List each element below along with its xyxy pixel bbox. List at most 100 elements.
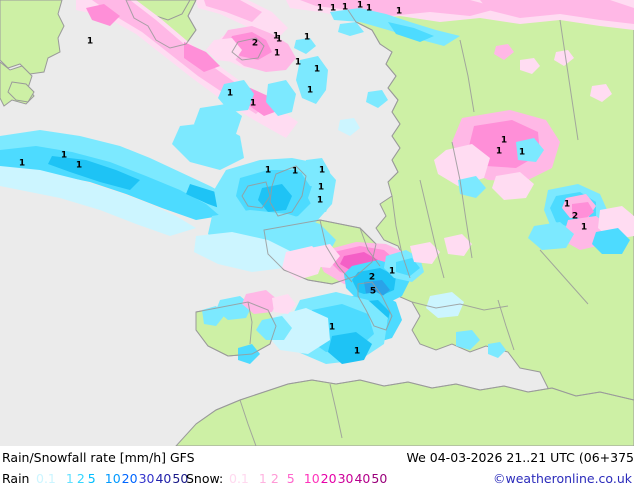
scale-step[interactable]: 40 (354, 471, 371, 486)
rain-streak-iceland-south (218, 80, 254, 112)
border-poland-east (419, 179, 445, 279)
precip-value-label: 1 (388, 266, 396, 277)
coast-north-africa (195, 379, 634, 425)
coast-norway (347, 9, 401, 183)
scale-step[interactable]: 1 (258, 471, 267, 486)
map-canvas (0, 0, 634, 446)
scale-step[interactable]: 2 (76, 471, 85, 486)
rain-spot-iceland-ne (294, 38, 316, 54)
border-france-east (319, 219, 353, 283)
snow-france-east (282, 246, 324, 280)
precip-value-label: 1 (75, 160, 83, 171)
coast-ireland (241, 181, 271, 209)
border-libya-egypt (329, 383, 343, 439)
rain-color-scale[interactable]: 0.1 1 2 5 1020304050 (36, 469, 188, 488)
precip-value-label: 1 (518, 147, 526, 158)
snow-band-top-core (300, 0, 500, 16)
forecast-datetime: We 04-03-2026 21..21 UTC (06+375 (406, 450, 634, 465)
border-portugal (247, 301, 253, 345)
rain-strip-norwegian-core (388, 22, 434, 42)
scale-step[interactable]: 0.1 (36, 471, 56, 486)
precip-value-label: 1 (18, 158, 26, 169)
precip-value-label: 1 (303, 32, 311, 43)
scale-step[interactable]: 30 (337, 471, 354, 486)
snow-band-na-core (92, 0, 266, 114)
precip-value-label: 1 (275, 34, 283, 45)
snow-eastern-europe (434, 110, 560, 200)
coast-iceland (231, 37, 265, 61)
snow-spot-russia-b (554, 50, 574, 66)
precip-value-label: 1 (341, 2, 349, 13)
snow-legend-label: Snow: (186, 471, 224, 486)
precip-value-label: 1 (329, 3, 337, 14)
border-algeria-libya (239, 399, 257, 446)
rain-spot-baltic (366, 90, 388, 108)
rain-patch-northatlantic (172, 122, 244, 170)
snow-ukraine-south (492, 172, 534, 200)
rain-ukraine-spot (516, 138, 544, 162)
snow-band-top-core-east (480, 0, 634, 24)
footer-row-title: Rain/Snowfall rate [mm/h] GFS We 04-03-2… (0, 448, 634, 467)
precip-norwegian-sea (286, 0, 634, 46)
snow-caucasus-core (572, 202, 594, 220)
precip-value-label: 5 (369, 286, 377, 297)
snow-norway-edge (206, 38, 242, 62)
scale-step[interactable]: 20 (320, 471, 337, 486)
land-newfoundland (7, 81, 35, 103)
precip-balkans (410, 234, 506, 358)
scale-step[interactable]: 40 (155, 471, 172, 486)
scale-step[interactable]: 50 (371, 471, 388, 486)
snow-carpathians (444, 234, 472, 256)
border-balkans (411, 301, 509, 311)
precip-value-label: 1 (356, 0, 364, 11)
coast-france (263, 219, 377, 285)
precip-value-label: 1 (291, 166, 299, 177)
scale-step[interactable]: 50 (172, 471, 189, 486)
snow-spot-russia-c (494, 44, 514, 60)
rain-moldova-spot (458, 176, 486, 198)
precip-value-label: 1 (313, 64, 321, 75)
precip-value-label: 1 (316, 3, 324, 14)
snow-ukraine-sw (434, 144, 490, 186)
scale-step[interactable]: 30 (138, 471, 155, 486)
scale-step[interactable]: 2 (270, 471, 279, 486)
coastline-overlay (125, 0, 634, 446)
rain-balkans (426, 292, 464, 318)
scale-step[interactable]: 10 (104, 471, 121, 486)
snow-austria (410, 242, 440, 264)
rain-bi-heavy (258, 184, 292, 212)
footer-row-legend: Rain 0.1 1 2 5 1020304050 Snow: 0.1 1 2 5 102030… (0, 469, 634, 488)
border-germany-west (359, 227, 381, 267)
snow-color-scale[interactable]: 0.1 1 2 5 1020304050 (229, 469, 387, 488)
snow-spot-russia-d (590, 84, 612, 102)
precip-value-label: 1 (580, 222, 588, 233)
precip-value-label: 1 (317, 182, 325, 193)
snow-iberia-ne (272, 294, 296, 314)
precipitation-layer (0, 0, 634, 364)
scale-step[interactable]: 0.1 (229, 471, 249, 486)
precip-value-label: 1 (60, 150, 68, 161)
coast-greenland (125, 0, 197, 49)
snow-iberia-north (242, 290, 278, 314)
precip-alps-italy (266, 242, 424, 364)
scale-step[interactable]: 10 (303, 471, 320, 486)
scale-step[interactable]: 5 (286, 471, 295, 486)
precip-value-label: 2 (251, 38, 259, 49)
rain-legend-label: Rain (2, 471, 30, 486)
coast-italy (357, 281, 393, 331)
precip-value-label: 1 (249, 98, 257, 109)
rain-iberia-west (202, 306, 224, 326)
precip-scattered (80, 38, 612, 342)
precip-value-label: 1 (365, 3, 373, 14)
scale-step[interactable]: 5 (87, 471, 96, 486)
coast-iberia (195, 301, 277, 357)
rain-caspian (592, 228, 630, 254)
scale-step[interactable]: 20 (121, 471, 138, 486)
precip-value-label: 1 (306, 85, 314, 96)
precip-value-label: 1 (353, 346, 361, 357)
scale-step[interactable]: 1 (65, 471, 74, 486)
rain-band-atlantic-edge (0, 166, 196, 236)
rain-bi-northsea-streak (302, 158, 330, 188)
